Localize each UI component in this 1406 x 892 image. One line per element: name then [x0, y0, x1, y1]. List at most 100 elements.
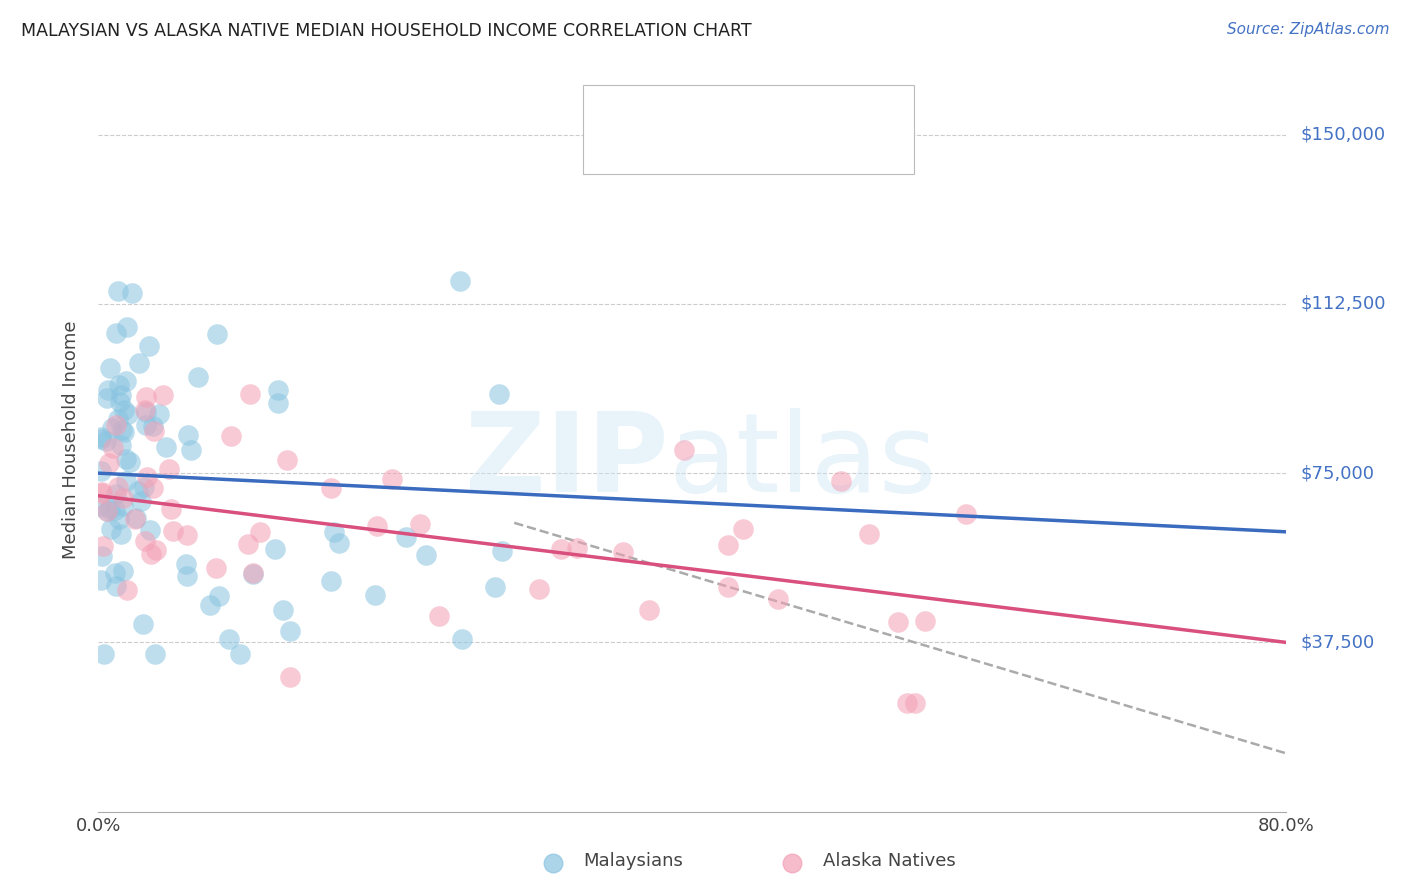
- Point: [830, 474, 852, 488]
- Point: [236, 536, 259, 550]
- Point: [160, 502, 183, 516]
- Point: [276, 452, 298, 467]
- Point: [142, 419, 165, 434]
- Point: [128, 356, 150, 370]
- Point: [638, 602, 661, 616]
- Point: [134, 402, 156, 417]
- Text: $37,500: $37,500: [1301, 633, 1375, 651]
- Point: [364, 588, 387, 602]
- Point: [134, 534, 156, 549]
- Point: [148, 407, 170, 421]
- Point: [319, 574, 342, 588]
- Point: [323, 524, 346, 539]
- Point: [100, 501, 122, 516]
- Point: [98, 360, 121, 375]
- Point: [115, 582, 138, 597]
- Point: [733, 522, 755, 536]
- Point: [134, 480, 156, 494]
- Point: [139, 523, 162, 537]
- Point: [162, 524, 184, 538]
- Point: [152, 388, 174, 402]
- Point: [207, 327, 229, 342]
- Point: [267, 396, 290, 410]
- Point: [395, 530, 418, 544]
- Point: [858, 527, 880, 541]
- Point: [115, 374, 138, 388]
- Point: [125, 510, 148, 524]
- Point: [135, 470, 157, 484]
- Point: [409, 516, 432, 531]
- Point: [491, 544, 513, 558]
- Point: [155, 440, 177, 454]
- Point: [91, 549, 114, 564]
- Point: [717, 580, 740, 594]
- Text: atlas: atlas: [669, 409, 938, 516]
- Point: [112, 402, 135, 417]
- Text: ZIP: ZIP: [465, 409, 669, 516]
- Text: 81: 81: [839, 102, 869, 121]
- Point: [218, 632, 240, 647]
- Point: [176, 428, 198, 442]
- Point: [427, 608, 450, 623]
- Point: [278, 624, 301, 638]
- Point: [90, 484, 112, 499]
- Point: [221, 429, 243, 443]
- Text: $75,000: $75,000: [1301, 464, 1375, 483]
- Point: [104, 566, 127, 580]
- Point: [451, 632, 474, 647]
- Point: [529, 582, 551, 596]
- Point: [415, 548, 437, 562]
- Point: [97, 383, 120, 397]
- Point: [93, 540, 115, 554]
- Point: [115, 452, 138, 467]
- Point: [142, 424, 165, 438]
- Point: [278, 670, 301, 684]
- Point: [176, 557, 198, 571]
- Text: Alaska Natives: Alaska Natives: [823, 852, 955, 870]
- Point: [716, 538, 738, 552]
- Point: [112, 491, 135, 505]
- Point: [90, 432, 112, 446]
- Text: -0.266: -0.266: [704, 139, 779, 159]
- Point: [107, 480, 129, 494]
- Point: [205, 560, 228, 574]
- Point: [96, 504, 118, 518]
- Point: [107, 412, 129, 426]
- Point: [249, 525, 271, 540]
- Point: [242, 567, 264, 582]
- Point: [242, 566, 264, 580]
- Point: [110, 388, 132, 402]
- Point: [129, 494, 152, 508]
- Point: [101, 442, 124, 456]
- Point: [103, 503, 125, 517]
- Point: [93, 647, 115, 661]
- Point: [449, 274, 471, 288]
- Point: [96, 504, 118, 518]
- Point: [366, 518, 388, 533]
- Point: [780, 855, 803, 870]
- Point: [121, 285, 143, 300]
- Point: [90, 573, 112, 587]
- Text: R =: R =: [651, 102, 696, 121]
- Point: [264, 541, 287, 556]
- Point: [187, 370, 209, 384]
- Point: [135, 417, 157, 432]
- Point: [135, 390, 157, 404]
- Text: $112,500: $112,500: [1301, 295, 1386, 313]
- Point: [273, 603, 295, 617]
- Point: [115, 319, 138, 334]
- Point: [135, 405, 157, 419]
- Point: [955, 507, 977, 521]
- Point: [914, 614, 936, 628]
- Point: [198, 599, 221, 613]
- Point: [904, 697, 927, 711]
- Point: [139, 547, 162, 561]
- Point: [104, 579, 127, 593]
- Point: [541, 855, 564, 870]
- Point: [142, 481, 165, 495]
- Point: [90, 464, 112, 478]
- Point: [145, 543, 167, 558]
- Point: [96, 392, 118, 406]
- Point: [267, 383, 290, 397]
- Point: [672, 443, 695, 458]
